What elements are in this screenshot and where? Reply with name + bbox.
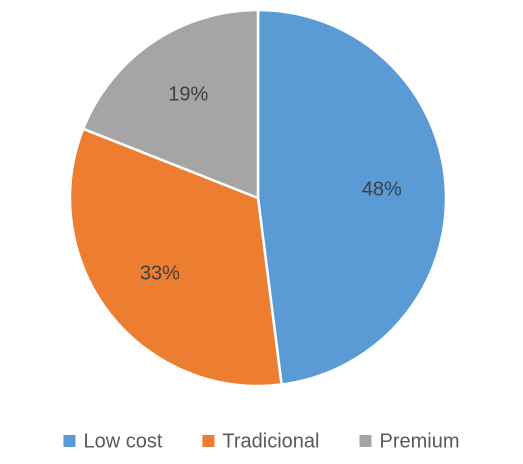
legend-item-premium: Premium	[359, 430, 460, 452]
legend-label-low-cost: Low cost	[83, 430, 162, 452]
data-label-premium: 19%	[168, 84, 208, 106]
legend: Low cost Tradicional Premium	[63, 430, 460, 452]
legend-swatch-low-cost	[63, 435, 76, 447]
legend-swatch-tradicional	[202, 435, 215, 447]
legend-item-low-cost: Low cost	[63, 430, 163, 452]
legend-label-premium: Premium	[380, 430, 460, 452]
legend-item-tradicional: Tradicional	[202, 430, 320, 452]
legend-swatch-premium	[359, 435, 372, 447]
data-label-low-cost: 48%	[362, 178, 402, 200]
pie-slices	[68, 8, 448, 388]
pie-slice-tradicional	[68, 127, 283, 388]
pie-data-labels: 48% 33% 19%	[140, 84, 402, 285]
legend-label-tradicional: Tradicional	[222, 430, 319, 452]
data-label-tradicional: 33%	[140, 262, 180, 284]
pie-slice-low-cost	[256, 8, 448, 386]
pie-slice-premium	[81, 8, 260, 200]
